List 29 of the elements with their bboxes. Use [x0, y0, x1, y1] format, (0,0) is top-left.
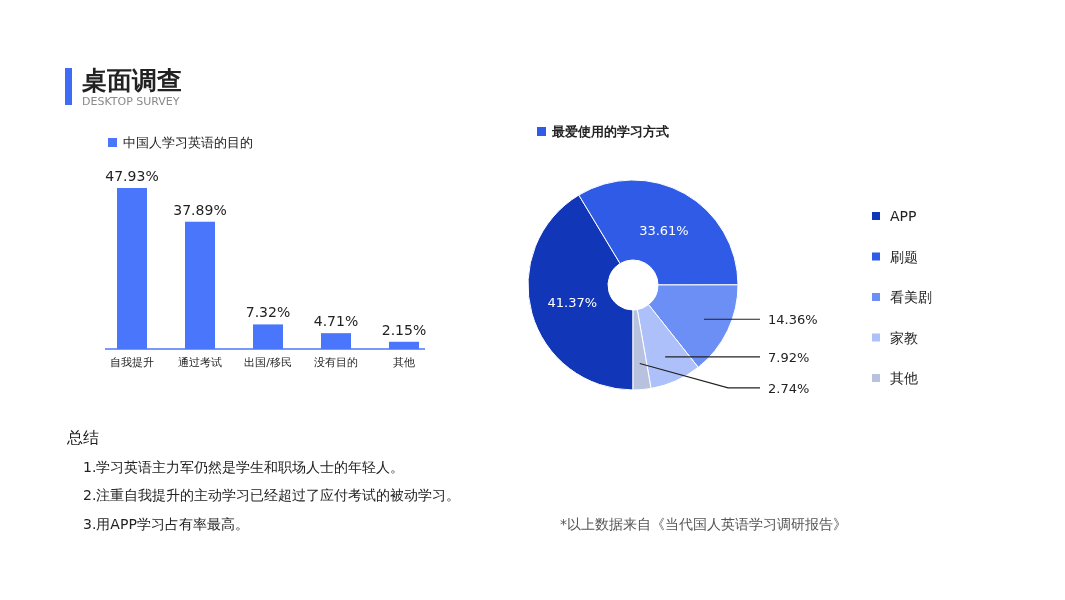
x-tick-label: 没有目的	[314, 356, 358, 369]
legend-label: 其他	[890, 370, 918, 386]
text: 3.用APP学习占有率最高。	[83, 516, 249, 532]
x-tick-label: 出国/移民	[244, 356, 292, 369]
x-tick-label: 通过考试	[178, 356, 222, 369]
data-label: 7.32%	[245, 304, 291, 321]
data-label: 47.93%	[105, 168, 159, 184]
legend-label: 看美剧	[890, 289, 932, 305]
data-label: 2.15%	[381, 321, 427, 338]
legend-label: 家教	[890, 329, 918, 346]
data-label: 33.61%	[639, 223, 689, 239]
data-label: 2.74%	[768, 380, 810, 396]
chart-title: 中国人学习英语的目的	[123, 135, 253, 150]
data-label: 14.36%	[768, 312, 818, 328]
x-tick-label: 自我提升	[110, 356, 154, 369]
text: *以上数据来自《当代国人英语学习调研报告》	[560, 516, 847, 532]
data-label: 37.89%	[173, 201, 227, 218]
legend-label: 刷题	[890, 248, 918, 265]
data-label: 7.92%	[768, 349, 810, 365]
text: 2.注重自我提升的主动学习已经超过了应付考试的被动学习。	[83, 487, 461, 503]
x-tick-label: 其他	[393, 356, 415, 369]
legend-label: APP	[890, 208, 917, 224]
chart-title: 最爱使用的学习方式	[551, 124, 669, 139]
text: DESKTOP SURVEY	[82, 95, 180, 108]
data-label: 41.37%	[547, 294, 598, 310]
text: 总结	[66, 428, 99, 447]
text: 1.学习英语主力军仍然是学生和职场人士的年轻人。	[83, 459, 405, 475]
text: 桌面调查	[81, 66, 182, 95]
data-label: 4.71%	[313, 313, 359, 330]
